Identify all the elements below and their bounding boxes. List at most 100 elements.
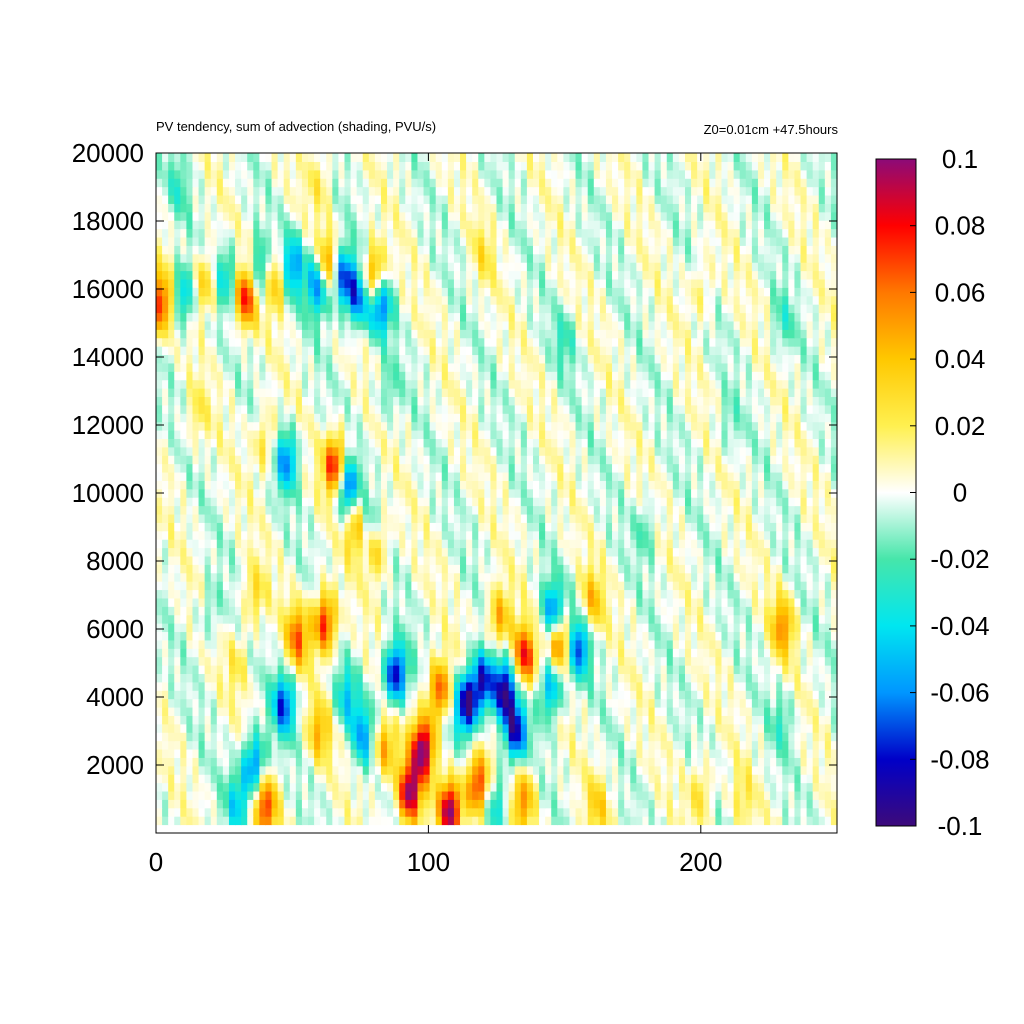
heatmap-cell [228,581,236,591]
heatmap-cell [484,807,492,817]
heatmap-cell [186,480,194,490]
heatmap-cell [691,480,698,490]
heatmap-cell [830,656,838,666]
heatmap-cell [338,539,346,549]
heatmap-cell [636,539,644,549]
heatmap-cell [192,782,200,792]
heatmap-cell [599,589,607,599]
heatmap-cell [824,480,832,490]
heatmap-cell [380,497,388,507]
heatmap-cell [514,698,522,708]
heatmap-cell [575,564,583,574]
heatmap-cell [204,614,212,624]
heatmap-cell [684,623,692,633]
heatmap-cell [460,799,467,809]
heatmap-cell [605,555,613,565]
heatmap-cell [259,740,267,750]
heatmap-cell [770,690,777,700]
heatmap-cell [824,723,832,733]
heatmap-cell [247,522,254,532]
heatmap-cell [794,765,802,775]
heatmap-cell [210,656,218,666]
heatmap-cell [490,488,498,498]
heatmap-cell [168,555,175,565]
heatmap-cell [228,706,236,716]
heatmap-cell [393,547,400,557]
heatmap-cell [326,656,333,666]
heatmap-cell [168,513,175,523]
heatmap-cell [539,564,546,574]
heatmap-cell [678,539,686,549]
heatmap-cell [630,639,637,649]
heatmap-cell [405,597,412,607]
heatmap-cell [751,589,759,599]
heatmap-cell [818,656,826,666]
heatmap-cell [733,740,741,750]
heatmap-cell [800,732,808,742]
heatmap-cell [733,589,741,599]
heatmap-cell [812,463,820,473]
heatmap-cell [453,555,461,565]
heatmap-cell [666,715,674,725]
heatmap-cell [721,631,729,641]
heatmap-cell [338,656,346,666]
heatmap-cell [618,480,625,490]
heatmap-cell [830,774,838,784]
heatmap-cell [703,706,710,716]
heatmap-cell [253,463,260,473]
heatmap-cell [757,748,765,758]
heatmap-cell [751,648,759,658]
heatmap-cell [277,522,285,532]
heatmap-cell [387,513,394,523]
heatmap-cell [441,648,449,658]
heatmap-cell [271,807,279,817]
heatmap-cell [405,589,412,599]
heatmap-cell [794,455,802,465]
heatmap-cell [563,513,571,523]
heatmap-cell [618,463,625,473]
heatmap-cell [751,816,759,826]
heatmap-cell [703,522,710,532]
heatmap-cell [259,790,267,800]
heatmap-cell [411,530,419,540]
heatmap-cell [174,446,181,456]
heatmap-cell [344,614,352,624]
heatmap-cell [271,681,279,691]
heatmap-cell [156,723,163,733]
heatmap-cell [575,698,583,708]
heatmap-cell [624,673,631,683]
heatmap-cell [557,690,564,700]
heatmap-cell [356,757,364,767]
heatmap-cell [259,799,267,809]
heatmap-cell [648,807,656,817]
heatmap-cell [283,471,291,481]
heatmap-cell [593,681,601,691]
heatmap-cell [198,656,206,666]
heatmap-cell [660,765,668,775]
heatmap-cell [460,715,467,725]
heatmap-cell [709,597,716,607]
heatmap-cell [545,547,552,557]
heatmap-cell [666,782,674,792]
heatmap-cell [247,606,254,616]
heatmap-cell [776,589,783,599]
heatmap-cell [812,757,820,767]
heatmap-cell [447,463,455,473]
heatmap-cell [581,589,589,599]
heatmap-cell [806,505,814,515]
heatmap-cell [593,572,601,582]
heatmap-cell [362,530,370,540]
heatmap-cell [222,463,230,473]
heatmap-cell [660,530,668,540]
heatmap-cell [812,816,820,826]
heatmap-cell [587,597,595,607]
heatmap-cell [259,757,267,767]
heatmap-cell [472,488,479,498]
heatmap-cell [387,807,394,817]
heatmap-cell [751,673,759,683]
heatmap-cell [612,782,619,792]
heatmap-cell [387,723,394,733]
heatmap-cell [301,799,309,809]
heatmap-cell [350,782,358,792]
heatmap-cell [314,732,321,742]
